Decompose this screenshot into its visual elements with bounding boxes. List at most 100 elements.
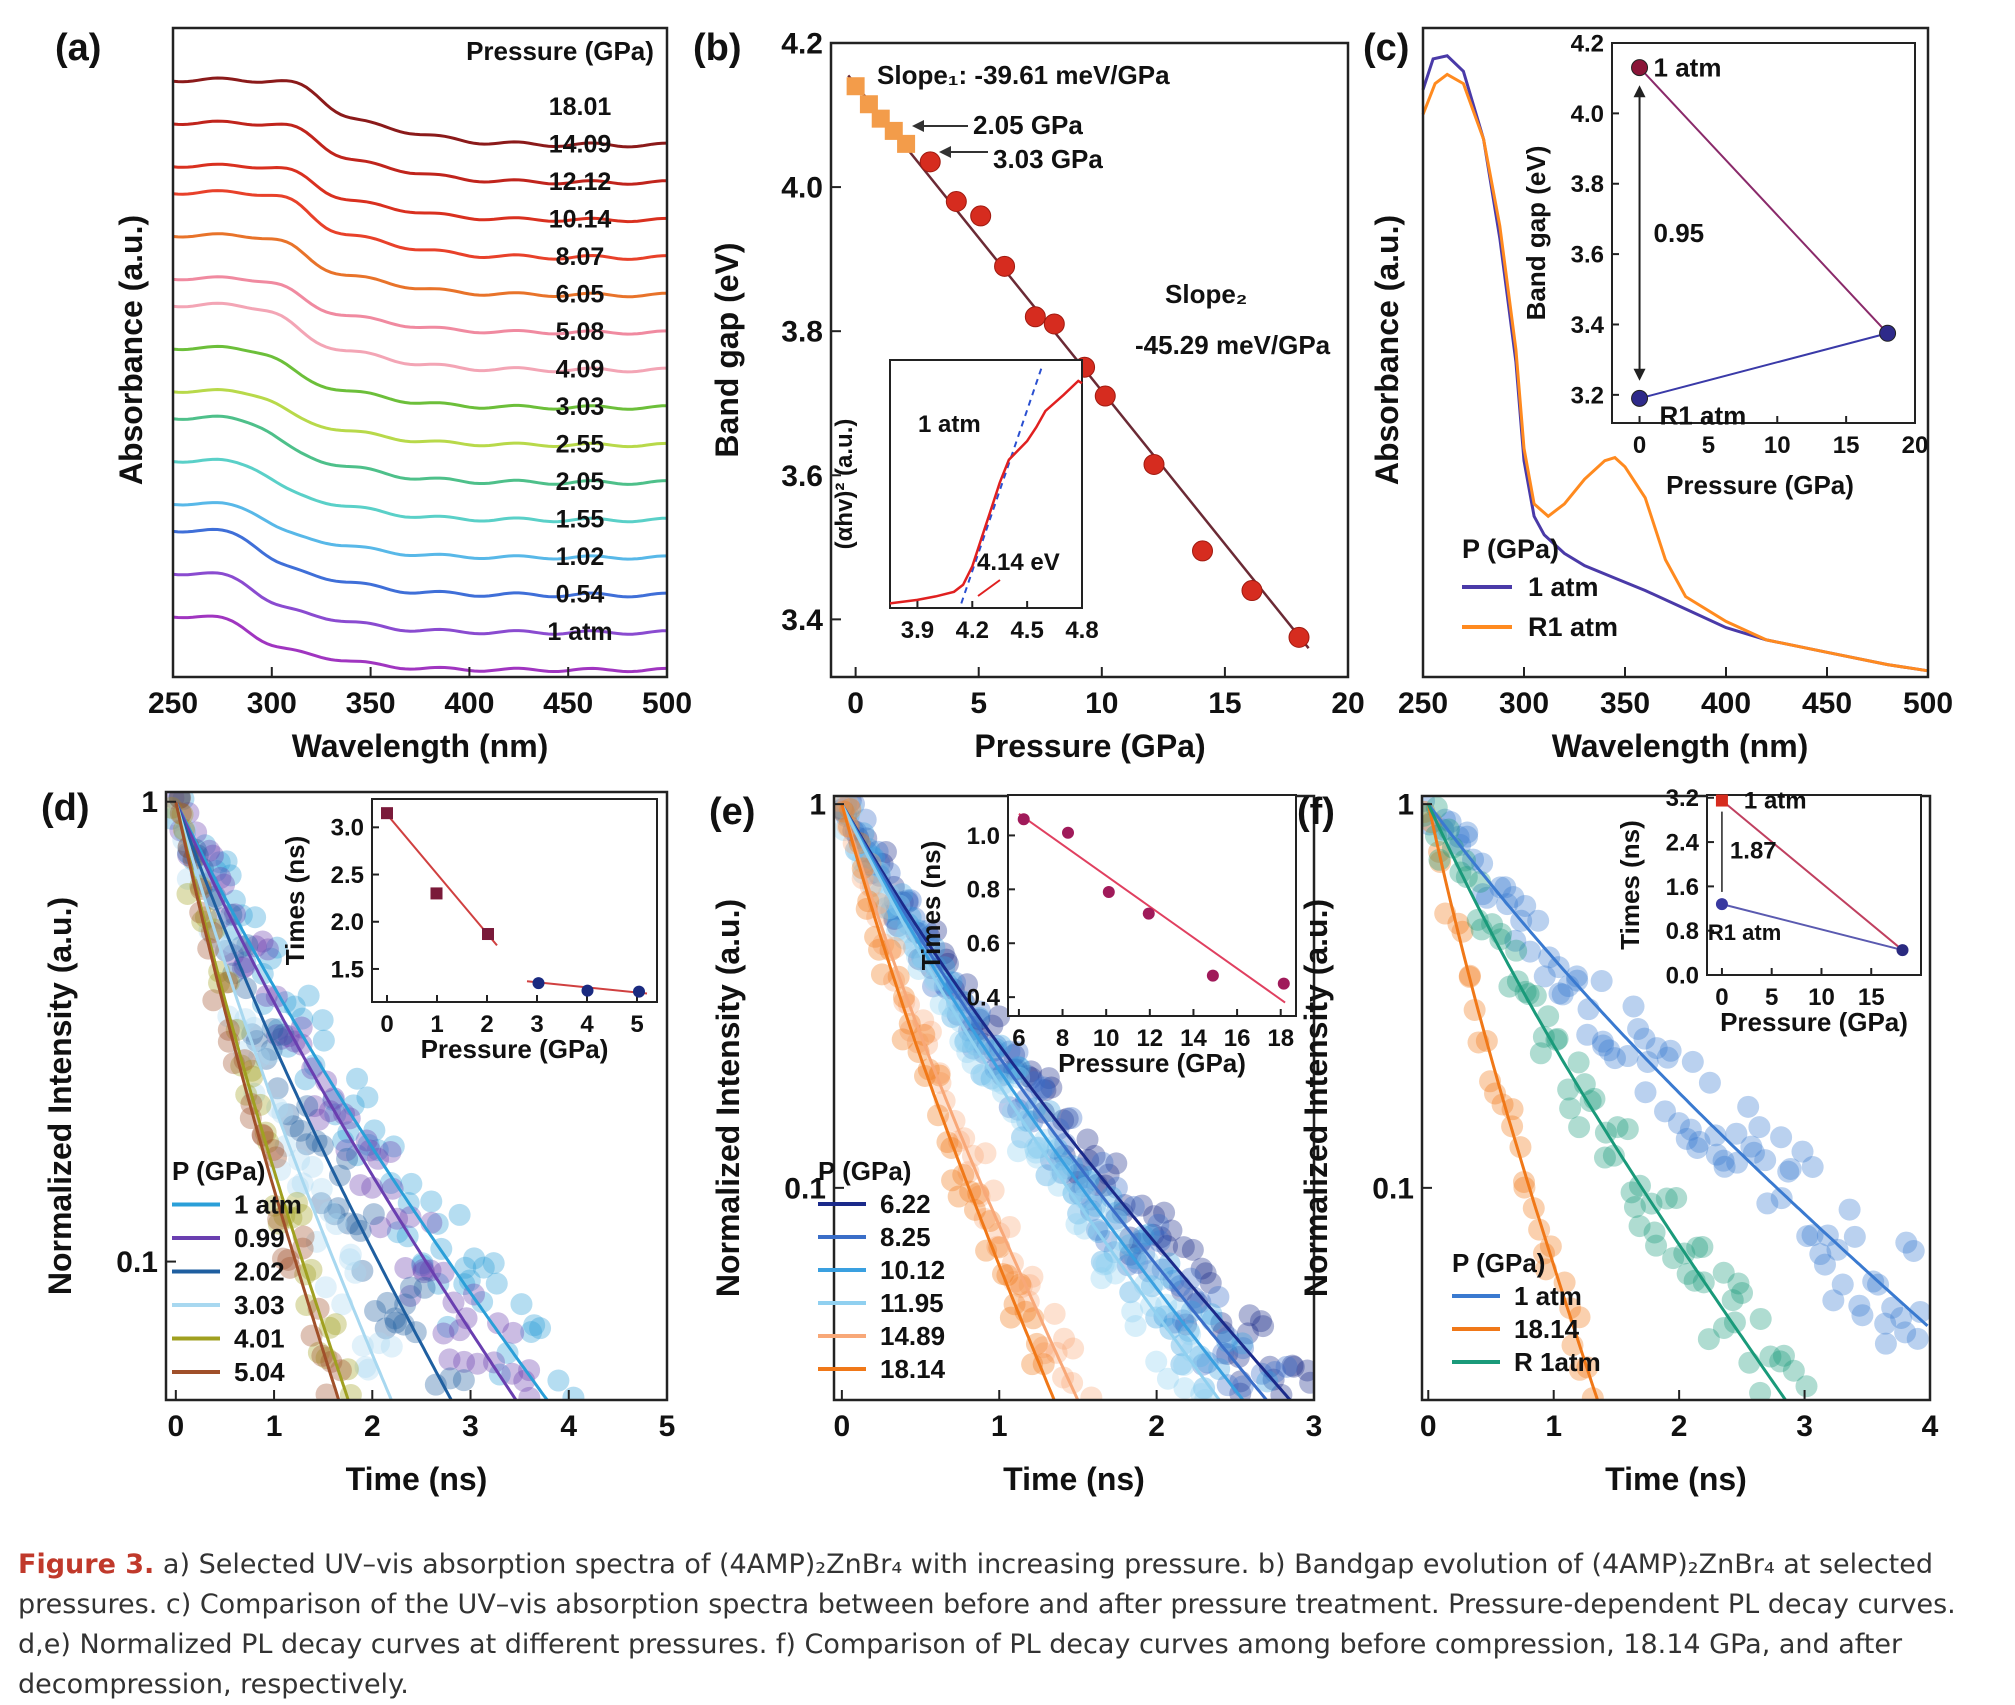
decay-point <box>351 1259 374 1282</box>
decay-point <box>1756 1192 1779 1215</box>
x-tick-label: 16 <box>1224 1025 1251 1052</box>
decay-point <box>1143 1205 1166 1228</box>
decay-point <box>292 1225 315 1248</box>
decay-point <box>168 792 191 809</box>
y-tick-label: 3.8 <box>1571 171 1604 198</box>
fit-curve <box>1426 803 1600 1400</box>
decay-point <box>335 1139 358 1162</box>
y-axis-label: Absorbance (a.u.) <box>113 215 149 485</box>
x-tick-label: 400 <box>444 687 494 720</box>
x-tick-label: 0 <box>847 687 864 720</box>
decay-point <box>1168 1298 1191 1321</box>
legend-title: P (GPa) <box>818 1156 911 1186</box>
decay-point <box>1032 1101 1055 1124</box>
decay-point <box>1020 1060 1043 1083</box>
decay-point <box>1782 1359 1805 1382</box>
decay-point <box>290 1033 313 1056</box>
decay-point <box>1238 1304 1261 1327</box>
decay-point <box>970 1063 993 1086</box>
decay-point <box>1008 1066 1031 1089</box>
decay-point <box>1173 1377 1196 1400</box>
decay-point <box>562 1386 585 1400</box>
decay-point <box>1759 1345 1782 1368</box>
decay-point <box>1105 1176 1128 1199</box>
decay-point <box>1021 1265 1044 1288</box>
decay-point <box>947 1185 970 1208</box>
decay-point <box>1447 825 1470 848</box>
figure-canvas: (a)18.0114.0912.1210.148.076.055.084.093… <box>41 26 1953 1497</box>
x-tick-label: 5 <box>659 1410 676 1443</box>
decay-point <box>1067 1202 1090 1225</box>
decay-point <box>307 1108 330 1131</box>
decay-point <box>518 1359 541 1382</box>
fit-curve <box>174 801 550 1400</box>
decay-point <box>1754 1149 1777 1172</box>
decay-point <box>1229 1382 1252 1400</box>
inset-line <box>1721 903 1903 952</box>
decay-point <box>1514 894 1537 917</box>
decay-point <box>266 936 289 959</box>
inset-point <box>1102 886 1115 899</box>
decay-point <box>1216 1374 1239 1397</box>
x-tick-label: 250 <box>148 687 198 720</box>
inset-point <box>1631 59 1649 77</box>
legend-title: P (GPa) <box>172 1156 265 1186</box>
panel-a: (a) 18.01 14.09 12.12 10.14 8.07 6.05 5.08 4.09 3… <box>55 26 692 764</box>
inset-frame <box>889 359 1083 609</box>
fit-curve <box>1426 803 1788 1400</box>
y-tick-label: 3.6 <box>1571 242 1604 269</box>
decay-point <box>1551 983 1574 1006</box>
spectrum-line <box>172 301 668 374</box>
decay-point <box>1779 1157 1802 1180</box>
decay-point <box>382 1135 405 1158</box>
x-axis-label: Pressure (GPa) <box>1720 1007 1908 1037</box>
decay-point <box>411 1252 434 1275</box>
decay-point <box>977 1037 1000 1060</box>
decay-point <box>1016 1109 1039 1132</box>
fit-curve <box>174 801 341 1400</box>
decay-point <box>305 1230 328 1253</box>
inset-point <box>1631 389 1649 407</box>
decay-point <box>1665 1187 1688 1210</box>
decay-point <box>891 1028 914 1051</box>
x-tick-label: 0 <box>834 1410 851 1443</box>
decay-point <box>1159 1266 1182 1289</box>
decay-point <box>1489 876 1512 899</box>
decay-point <box>1770 1187 1793 1210</box>
decay-point <box>1593 1146 1616 1169</box>
y-tick-label: 3.0 <box>331 815 364 842</box>
series-label: 14.09 <box>549 131 612 159</box>
inset-point-label: 1 atm <box>1744 788 1807 815</box>
decay-point <box>1890 1306 1913 1329</box>
spectrum-line <box>172 275 668 336</box>
x-axis-label: Time (ns) <box>1605 1461 1747 1497</box>
decay-point <box>854 808 877 831</box>
inset-point-square <box>381 807 393 820</box>
x-tick-label: 5 <box>630 1011 643 1038</box>
decay-point <box>234 1008 257 1031</box>
decay-point <box>168 792 191 809</box>
x-tick-label: 12 <box>1136 1025 1163 1052</box>
decay-point <box>1645 1037 1668 1060</box>
fit-curve <box>840 803 1222 1400</box>
decay-point <box>1047 1118 1070 1141</box>
decay-point <box>436 1315 459 1338</box>
spectrum-line <box>172 76 668 149</box>
decay-point <box>1181 1238 1204 1261</box>
decay-point <box>1062 1337 1085 1360</box>
decay-point <box>1801 1155 1824 1178</box>
plot-frame <box>164 790 669 1402</box>
decay-point <box>1770 1126 1793 1149</box>
decay-point <box>1791 1140 1814 1163</box>
x-axis-label: Time (ns) <box>1003 1461 1145 1497</box>
y-tick-label: 0.1 <box>784 1172 826 1205</box>
decay-point <box>315 1383 338 1400</box>
x-tick-label: 4.8 <box>1065 617 1098 644</box>
decay-point <box>1826 1238 1849 1261</box>
decay-point <box>354 1355 377 1378</box>
decay-point <box>1662 1247 1685 1270</box>
decay-point <box>1616 1045 1639 1068</box>
decay-point <box>344 1261 367 1284</box>
arrow-head <box>1633 85 1646 98</box>
decay-point <box>1053 1144 1076 1167</box>
